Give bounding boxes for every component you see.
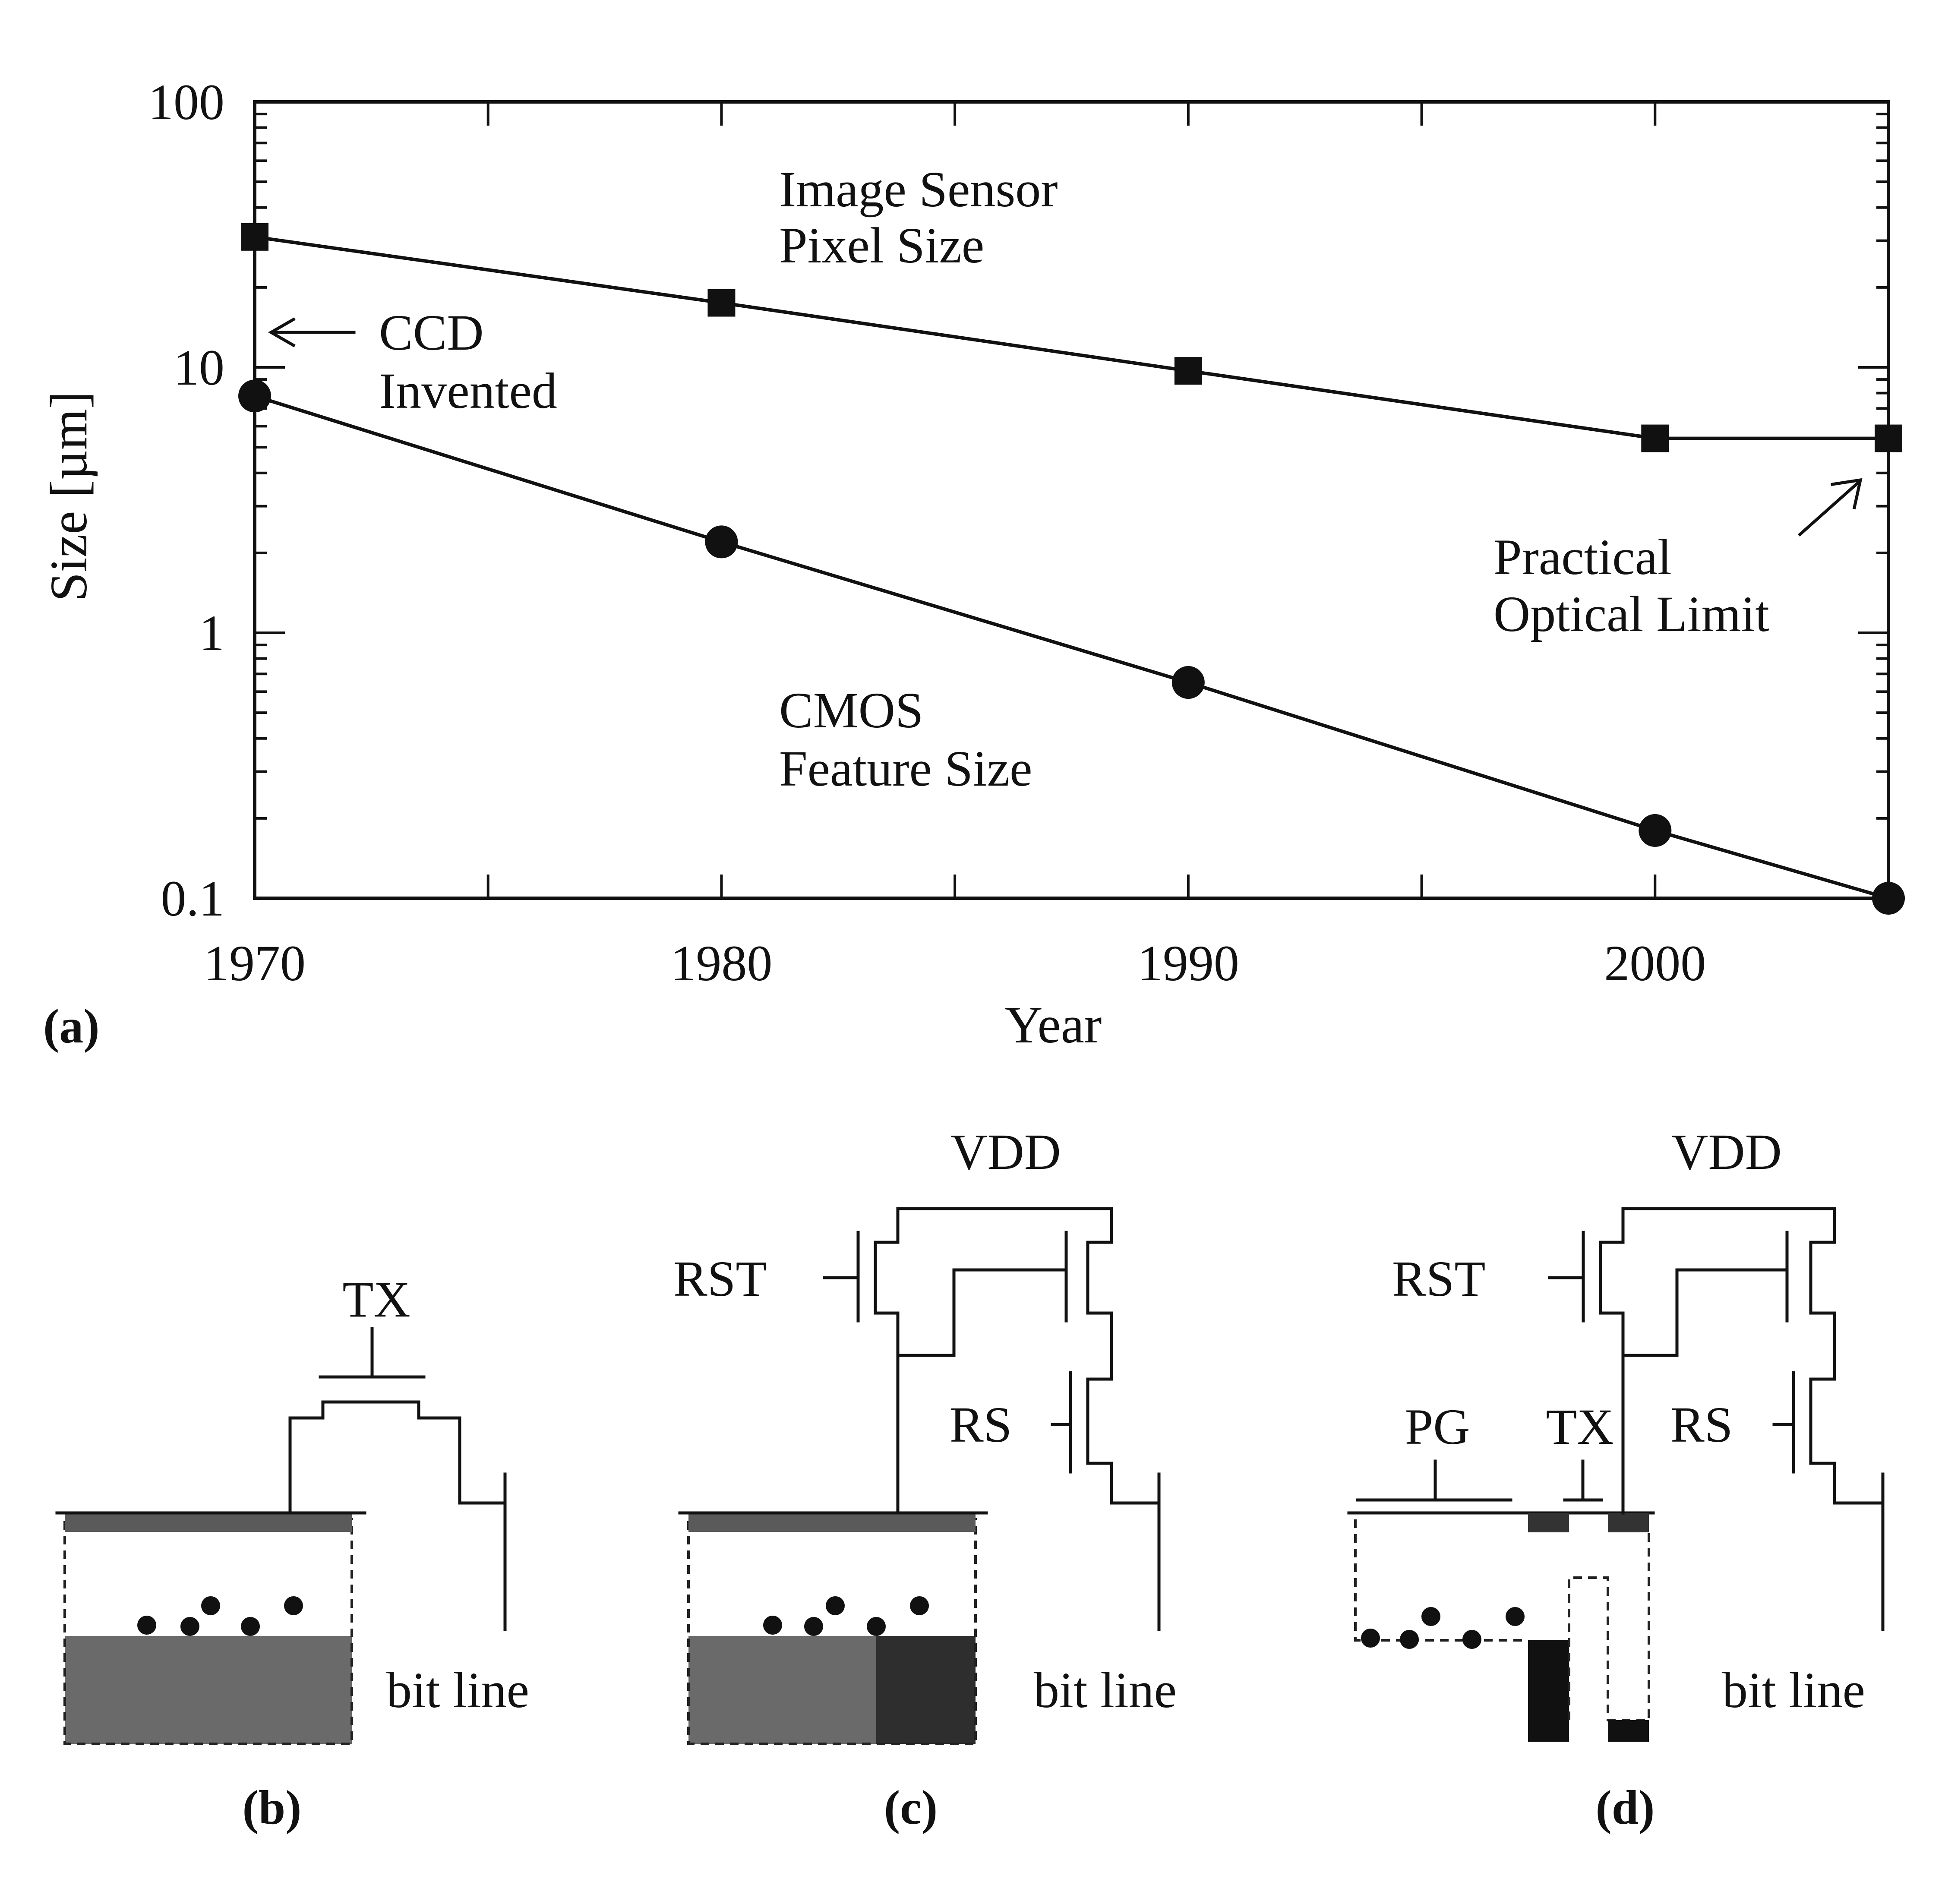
circuit-panel-d: PG TX VDD RST RS bit line (d)	[1347, 1124, 1885, 1835]
series-label-cmos-line1: CMOS	[779, 682, 923, 739]
sf-channel-c	[1086, 1241, 1161, 1505]
x-axis-label: Year	[1005, 996, 1102, 1054]
tx-label-d: TX	[1546, 1399, 1613, 1455]
panel-label-a: (a)	[43, 1000, 100, 1053]
rst-label-c: RST	[673, 1250, 767, 1307]
data-point-square	[707, 289, 736, 317]
y-tick-label: 10	[174, 339, 224, 396]
x-tick-label: 1970	[204, 935, 306, 991]
data-point-circle	[238, 379, 271, 413]
data-point-square	[1174, 357, 1202, 385]
y-axis-ticks: 100 10 1 0.1	[148, 74, 1888, 927]
vdd-rail-d	[1621, 1207, 1836, 1244]
sf-gate-wire-d	[1675, 1268, 1789, 1357]
plot-frame	[253, 100, 1890, 900]
data-point-circle	[1872, 882, 1905, 915]
bit-line-label-c: bit line	[1034, 1662, 1177, 1718]
data-point-square	[1875, 424, 1902, 452]
ccd-arrow-icon	[268, 317, 356, 347]
electrons-c	[763, 1596, 929, 1636]
rst-drain-c	[874, 1207, 900, 1357]
data-point-circle	[1639, 814, 1672, 847]
vdd-label-c: VDD	[950, 1124, 1061, 1180]
x-tick-label: 1990	[1137, 935, 1239, 991]
panel-label-c: (c)	[884, 1781, 938, 1835]
panel-label-b: (b)	[243, 1781, 302, 1835]
sf-gate-wire-c	[952, 1268, 1068, 1357]
rst-drain-d	[1599, 1207, 1625, 1357]
vdd-rail-c	[896, 1207, 1113, 1244]
tx-channel-b	[288, 1400, 507, 1515]
limit-annotation-line1: Practical	[1493, 529, 1672, 585]
fd-well-d	[1568, 1532, 1650, 1721]
data-point-circle	[1171, 666, 1205, 699]
depletion-region-c	[688, 1531, 976, 1636]
electrons-d	[1361, 1607, 1525, 1649]
limit-annotation-line2: Optical Limit	[1493, 586, 1769, 642]
photogate-well-d	[1354, 1519, 1528, 1642]
ccd-annotation-line1: CCD	[379, 304, 484, 361]
panel-label-d: (d)	[1596, 1781, 1655, 1835]
rs-label-c: RS	[950, 1396, 1012, 1453]
circuit-panel-b: TX bit line (b)	[55, 1271, 529, 1835]
rst-label-d: RST	[1392, 1250, 1485, 1307]
limit-arrow-icon	[1798, 478, 1863, 537]
tx-label-b: TX	[342, 1271, 410, 1328]
depletion-region-b	[65, 1531, 352, 1636]
electrons-b	[137, 1596, 303, 1636]
y-tick-label: 1	[199, 605, 224, 661]
diffusion-2-d	[1608, 1513, 1649, 1532]
x-axis-ticks: 1970 1980 1990 2000	[204, 102, 1890, 991]
x-tick-label: 2000	[1604, 935, 1706, 991]
series-label-pixel-line2: Pixel Size	[779, 217, 984, 274]
fd-implant-d	[1608, 1720, 1649, 1742]
ccd-annotation-line2: Invented	[379, 363, 557, 419]
series-label-cmos-line2: Feature Size	[779, 740, 1032, 797]
surface-layer-c	[688, 1513, 976, 1532]
bit-line-label-d: bit line	[1722, 1662, 1865, 1718]
n-well-c	[876, 1636, 976, 1744]
deep-implant-1-d	[1528, 1640, 1569, 1742]
data-point-square	[1641, 424, 1669, 452]
diffusion-1-d	[1528, 1513, 1569, 1532]
vdd-label-d: VDD	[1671, 1124, 1782, 1180]
bit-line-label-b: bit line	[386, 1662, 529, 1718]
series-layer	[238, 223, 1905, 915]
x-tick-label: 1980	[670, 935, 772, 991]
circuit-panel-c: VDD RST RS bit line (c)	[673, 1124, 1177, 1835]
y-axis-label: Size [µm]	[40, 392, 98, 602]
chart: 1970 1980 1990 2000 100 10 1 0.1 Size [µm] Yea…	[40, 74, 1905, 1054]
data-point-circle	[705, 525, 738, 559]
y-tick-label: 100	[148, 74, 224, 130]
substrate-b	[65, 1636, 352, 1744]
photodiode-outline-b	[63, 1518, 353, 1745]
surface-layer-b	[65, 1513, 352, 1532]
y-tick-label: 0.1	[161, 870, 225, 927]
pg-label-d: PG	[1405, 1399, 1470, 1455]
rs-label-d: RS	[1670, 1396, 1733, 1453]
photodiode-outline-c	[687, 1518, 977, 1745]
data-point-square	[241, 223, 268, 251]
series-label-pixel-line1: Image Sensor	[779, 161, 1058, 218]
sf-channel-d	[1809, 1241, 1885, 1505]
